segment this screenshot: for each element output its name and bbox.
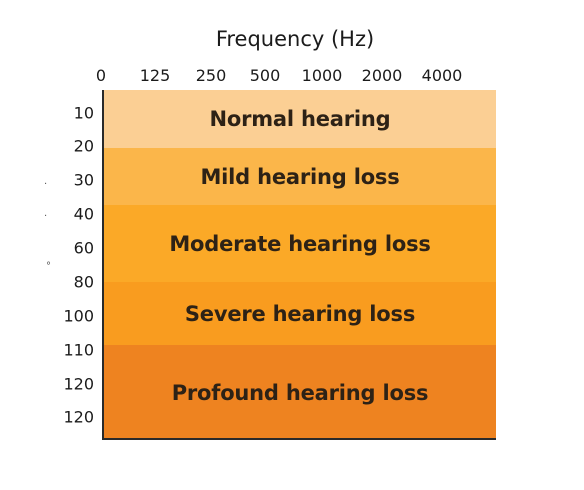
y-tick-label: 40 [73,204,94,224]
stray-mark: · [44,211,48,222]
y-tick-label: 120 [63,407,94,427]
band-label: Normal hearing [209,107,391,131]
stray-mark: ° [46,261,51,272]
y-tick-label: 120 [63,374,94,394]
band-label: Severe hearing loss [184,301,416,326]
chart-title: Frequency (Hz) [215,27,375,51]
hearing-band: Severe hearing loss [104,282,496,345]
hearing-band: Normal hearing [104,90,496,148]
band-label: Moderate hearing loss [169,231,431,256]
y-tick-label: 110 [63,340,94,360]
stray-mark: · [44,179,48,190]
band-label: Mild hearing loss [200,164,400,189]
band-label: Profound hearing loss [171,380,429,405]
y-tick-label: 30 [73,170,94,190]
x-tick-label: 2000 [361,66,403,85]
x-tick-label: 4000 [421,66,463,85]
y-tick-label: 100 [63,306,94,326]
x-tick-label: 1000 [301,66,343,85]
y-tick-label: 60 [73,238,94,258]
y-tick-label: 20 [73,136,94,156]
plot-area: Normal hearing Mild hearing loss Moderate … [102,90,496,440]
x-tick-label: 500 [249,66,281,85]
hearing-band: Moderate hearing loss [104,205,496,282]
hearing-band: Mild hearing loss [104,148,496,205]
x-tick-label: 250 [195,66,227,85]
y-tick-label: 10 [73,103,94,123]
x-tick-label: 125 [139,66,171,85]
hearing-band: Profound hearing loss [104,345,496,438]
y-tick-label: 80 [73,272,94,292]
x-tick-label: 0 [95,66,107,85]
